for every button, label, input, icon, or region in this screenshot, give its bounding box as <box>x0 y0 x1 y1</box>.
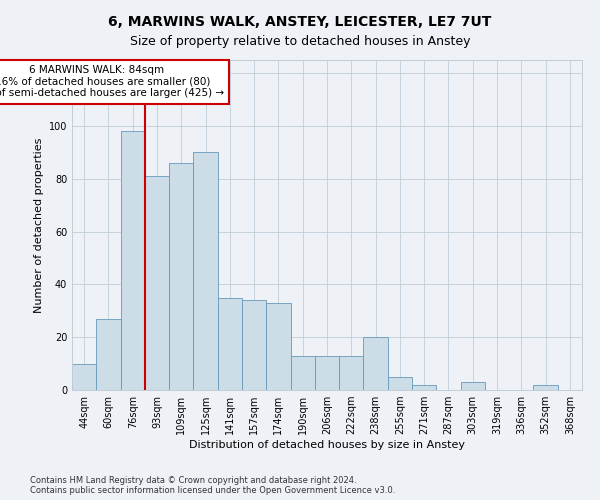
Bar <box>72 364 96 390</box>
Bar <box>533 384 558 390</box>
Bar <box>412 384 436 390</box>
X-axis label: Distribution of detached houses by size in Anstey: Distribution of detached houses by size … <box>189 440 465 450</box>
Bar <box>242 300 266 390</box>
Bar <box>218 298 242 390</box>
Bar <box>290 356 315 390</box>
Bar <box>461 382 485 390</box>
Text: 6 MARWINS WALK: 84sqm
← 16% of detached houses are smaller (80)
83% of semi-deta: 6 MARWINS WALK: 84sqm ← 16% of detached … <box>0 66 224 98</box>
Bar <box>145 176 169 390</box>
Bar <box>121 132 145 390</box>
Text: Contains HM Land Registry data © Crown copyright and database right 2024.
Contai: Contains HM Land Registry data © Crown c… <box>30 476 395 495</box>
Bar <box>169 163 193 390</box>
Bar <box>364 337 388 390</box>
Bar <box>193 152 218 390</box>
Bar <box>96 318 121 390</box>
Text: 6, MARWINS WALK, ANSTEY, LEICESTER, LE7 7UT: 6, MARWINS WALK, ANSTEY, LEICESTER, LE7 … <box>109 15 491 29</box>
Bar <box>266 303 290 390</box>
Bar <box>315 356 339 390</box>
Y-axis label: Number of detached properties: Number of detached properties <box>34 138 44 312</box>
Text: Size of property relative to detached houses in Anstey: Size of property relative to detached ho… <box>130 35 470 48</box>
Bar <box>388 377 412 390</box>
Bar <box>339 356 364 390</box>
